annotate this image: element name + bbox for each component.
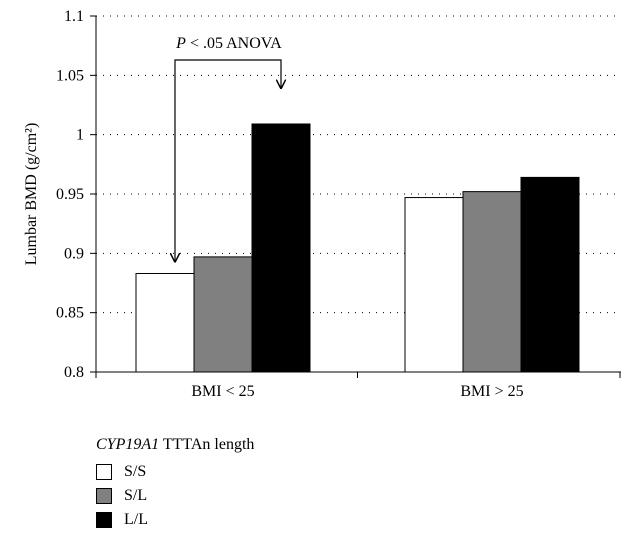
x-tick-label: BMI > 25	[460, 383, 523, 400]
legend-title-rest: TTTAn length	[159, 436, 255, 453]
legend-item-ss: S/S	[96, 460, 254, 484]
y-axis-label: Lumbar BMD (g/cm²)	[23, 123, 40, 266]
legend-swatch-sl	[96, 488, 112, 504]
legend-item-ll: L/L	[96, 508, 254, 532]
annotation-bracket	[175, 59, 281, 262]
legend-title: CYP19A1 TTTAn length	[96, 436, 254, 454]
legend-swatch-ll	[96, 512, 112, 528]
annotation-rest: < .05 ANOVA	[186, 35, 282, 52]
y-tick-label: 0.8	[64, 364, 84, 381]
legend-item-sl: S/L	[96, 484, 254, 508]
legend: CYP19A1 TTTAn length S/S S/L L/L	[96, 436, 254, 532]
x-tick-labels: BMI < 25 BMI > 25	[191, 383, 523, 400]
bar-sl-1	[193, 256, 253, 373]
legend-swatch-ss	[96, 464, 112, 480]
bar-ss-1	[135, 273, 195, 373]
y-ticks: 0.8 0.85 0.9 0.95 1 1.05 1.1	[56, 8, 96, 381]
legend-title-gene: CYP19A1	[96, 436, 160, 453]
y-tick-label: 0.95	[56, 186, 84, 203]
y-tick-label: 0.85	[56, 305, 84, 322]
annotation-text: P < .05 ANOVA	[175, 35, 282, 52]
significance-annotation: P < .05 ANOVA	[175, 35, 282, 262]
legend-label-sl: S/L	[124, 487, 148, 504]
bar-ll-1	[251, 123, 311, 373]
y-tick-label: 0.9	[64, 245, 84, 262]
bar-sl-2	[462, 191, 522, 373]
x-tick-label: BMI < 25	[191, 383, 254, 400]
legend-label-ss: S/S	[124, 463, 147, 480]
bars	[135, 123, 580, 373]
y-tick-label: 1.1	[64, 8, 84, 25]
y-tick-label: 1	[76, 127, 84, 144]
annotation-p: P	[175, 35, 186, 52]
bar-ss-2	[404, 197, 464, 373]
legend-label-ll: L/L	[124, 511, 148, 528]
bar-ll-2	[520, 176, 580, 373]
y-tick-label: 1.05	[56, 67, 84, 84]
